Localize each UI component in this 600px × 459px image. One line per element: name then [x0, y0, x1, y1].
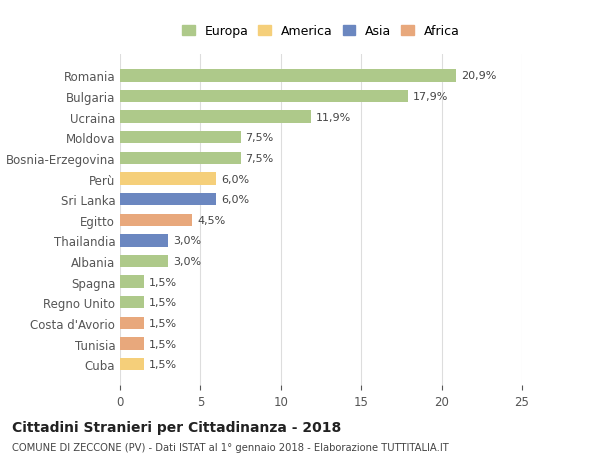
Text: 1,5%: 1,5% — [149, 339, 177, 349]
Text: 20,9%: 20,9% — [461, 71, 496, 81]
Bar — [120, 255, 168, 268]
Text: 6,0%: 6,0% — [221, 174, 250, 184]
Text: 11,9%: 11,9% — [316, 112, 352, 123]
Text: 3,0%: 3,0% — [173, 236, 201, 246]
Text: 17,9%: 17,9% — [413, 92, 448, 102]
Text: 1,5%: 1,5% — [149, 277, 177, 287]
Bar — [120, 152, 241, 165]
Bar — [120, 235, 168, 247]
Bar — [120, 297, 144, 309]
Bar — [120, 214, 193, 226]
Bar — [120, 132, 241, 144]
Text: Cittadini Stranieri per Cittadinanza - 2018: Cittadini Stranieri per Cittadinanza - 2… — [12, 420, 341, 434]
Text: 1,5%: 1,5% — [149, 359, 177, 369]
Bar — [120, 194, 217, 206]
Bar — [120, 173, 217, 185]
Text: COMUNE DI ZECCONE (PV) - Dati ISTAT al 1° gennaio 2018 - Elaborazione TUTTITALIA: COMUNE DI ZECCONE (PV) - Dati ISTAT al 1… — [12, 442, 449, 452]
Bar — [120, 70, 456, 83]
Bar — [120, 338, 144, 350]
Text: 1,5%: 1,5% — [149, 318, 177, 328]
Bar — [120, 111, 311, 123]
Bar — [120, 317, 144, 330]
Text: 7,5%: 7,5% — [245, 154, 274, 163]
Text: 7,5%: 7,5% — [245, 133, 274, 143]
Text: 1,5%: 1,5% — [149, 297, 177, 308]
Legend: Europa, America, Asia, Africa: Europa, America, Asia, Africa — [178, 22, 464, 42]
Bar — [120, 276, 144, 288]
Bar — [120, 358, 144, 370]
Text: 6,0%: 6,0% — [221, 195, 250, 205]
Text: 3,0%: 3,0% — [173, 257, 201, 267]
Text: 4,5%: 4,5% — [197, 215, 226, 225]
Bar — [120, 91, 408, 103]
